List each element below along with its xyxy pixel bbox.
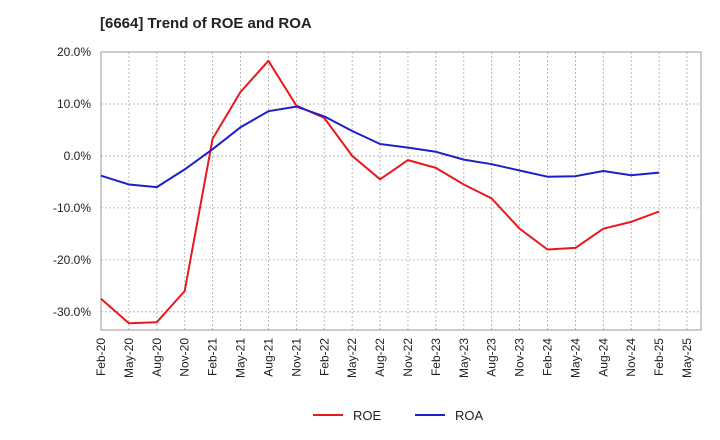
x-tick-label: Nov-20 xyxy=(178,338,192,377)
x-tick-label: Aug-21 xyxy=(261,338,275,377)
x-tick-label: Aug-20 xyxy=(150,338,164,377)
x-tick-label: Nov-23 xyxy=(513,338,527,377)
x-tick-label: Feb-21 xyxy=(206,338,220,376)
legend: ROE ROA xyxy=(313,408,484,423)
x-tick-label: May-25 xyxy=(680,338,694,378)
x-tick-label: Aug-22 xyxy=(373,338,387,377)
x-tick-label: May-24 xyxy=(568,338,582,378)
y-tick-label: 20.0% xyxy=(57,45,91,59)
x-tick-label: Feb-24 xyxy=(541,338,555,376)
y-tick-label: 10.0% xyxy=(57,97,91,111)
x-tick-label: Aug-23 xyxy=(485,338,499,377)
y-tick-label: -30.0% xyxy=(53,305,91,319)
y-tick-label: 0.0% xyxy=(64,149,92,163)
x-tick-label: May-23 xyxy=(457,338,471,378)
y-axis-ticks: 20.0% 10.0% 0.0% -10.0% -20.0% -30.0% xyxy=(53,45,91,319)
y-tick-label: -10.0% xyxy=(53,201,91,215)
x-tick-label: May-22 xyxy=(345,338,359,378)
series-lines xyxy=(100,59,660,325)
x-tick-label: Feb-22 xyxy=(317,338,331,376)
x-tick-label: Feb-23 xyxy=(429,338,443,376)
series-line-roe xyxy=(100,59,660,325)
x-tick-label: May-20 xyxy=(122,338,136,378)
legend-label-roe: ROE xyxy=(353,408,382,423)
x-axis-ticks: Feb-20 May-20 Aug-20 Nov-20 Feb-21 May-21 Aug-… xyxy=(94,338,694,378)
legend-label-roa: ROA xyxy=(455,408,484,423)
x-tick-label: May-21 xyxy=(234,338,248,378)
grid-lines xyxy=(101,52,701,330)
x-tick-label: Aug-24 xyxy=(596,338,610,377)
y-tick-label: -20.0% xyxy=(53,253,91,267)
plot-area xyxy=(100,51,702,331)
x-tick-label: Feb-25 xyxy=(652,338,666,376)
series-line-roa xyxy=(100,105,660,189)
x-tick-label: Nov-24 xyxy=(624,338,638,377)
x-tick-label: Nov-22 xyxy=(401,338,415,377)
x-tick-label: Nov-21 xyxy=(289,338,303,377)
chart-title: [6664] Trend of ROE and ROA xyxy=(100,15,312,32)
x-tick-label: Feb-20 xyxy=(94,338,108,376)
